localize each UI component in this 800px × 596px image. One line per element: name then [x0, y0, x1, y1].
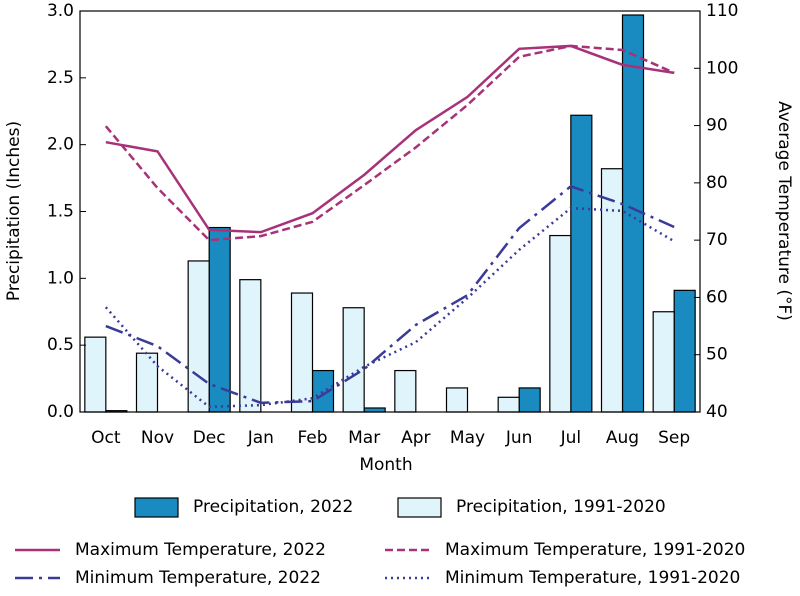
y-tick-label: 3.0 [47, 1, 74, 21]
line [105, 44, 675, 234]
legend-swatch [397, 497, 442, 518]
x-tick-label: Nov [141, 428, 174, 448]
line [104, 44, 675, 242]
y-tick-label: 2.5 [47, 68, 74, 88]
x-tick-label: Mar [348, 428, 380, 448]
x-tick-label: Aug [606, 428, 639, 448]
y-tick-label: 0.0 [47, 402, 74, 422]
y2-tick-label: 110 [706, 1, 738, 21]
y2-tick-label: 50 [706, 345, 728, 365]
legend-swatch [134, 497, 179, 518]
bar [673, 289, 696, 413]
bar [187, 260, 210, 413]
x-tick-label: Jan [247, 428, 274, 448]
bar [394, 369, 417, 413]
bar [363, 407, 386, 413]
y-tick-label: 1.0 [47, 268, 74, 288]
bar [342, 307, 365, 413]
bar [290, 292, 314, 413]
y2-tick-label: 60 [706, 287, 728, 307]
legend-label: Precipitation, 2022 [193, 497, 353, 517]
legend-label: Minimum Temperature, 2022 [75, 568, 321, 588]
y2-tick-label: 90 [706, 116, 728, 136]
x-tick-label: Apr [401, 428, 430, 448]
bar [518, 387, 541, 413]
y2-tick-label: 70 [706, 230, 728, 250]
x-tick-label: Feb [297, 428, 327, 448]
bar [239, 279, 262, 413]
line [104, 206, 675, 409]
bar [652, 311, 675, 413]
legend-label: Maximum Temperature, 1991-2020 [445, 540, 745, 560]
bar [570, 114, 593, 413]
bar [445, 387, 469, 413]
x-tick-label: Jun [505, 428, 533, 448]
x-tick-label: Oct [91, 428, 121, 448]
bar [621, 14, 645, 413]
x-tick-label: May [450, 428, 485, 448]
legend-label: Maximum Temperature, 2022 [75, 540, 326, 560]
legend-label: Precipitation, 1991-2020 [456, 497, 666, 517]
y-tick-label: 0.5 [47, 335, 74, 355]
legend-label: Minimum Temperature, 1991-2020 [445, 568, 740, 588]
x-tick-label: Dec [193, 428, 226, 448]
y-axis-label: Precipitation (Inches) [4, 121, 24, 301]
bar [549, 234, 572, 413]
y2-tick-label: 80 [706, 173, 728, 193]
y-tick-label: 1.5 [47, 202, 74, 222]
bar [208, 226, 231, 413]
x-tick-label: Jul [560, 428, 582, 448]
line [105, 184, 675, 405]
y2-tick-label: 100 [706, 58, 738, 78]
y2-tick-label: 40 [706, 402, 728, 422]
bar [497, 396, 520, 413]
y-tick-label: 2.0 [47, 135, 74, 155]
bar [600, 168, 624, 413]
x-tick-label: Sep [658, 428, 690, 448]
x-axis-label: Month [359, 455, 412, 475]
bar [84, 336, 107, 413]
y2-axis-label: Average Temperature (°F) [774, 101, 794, 321]
